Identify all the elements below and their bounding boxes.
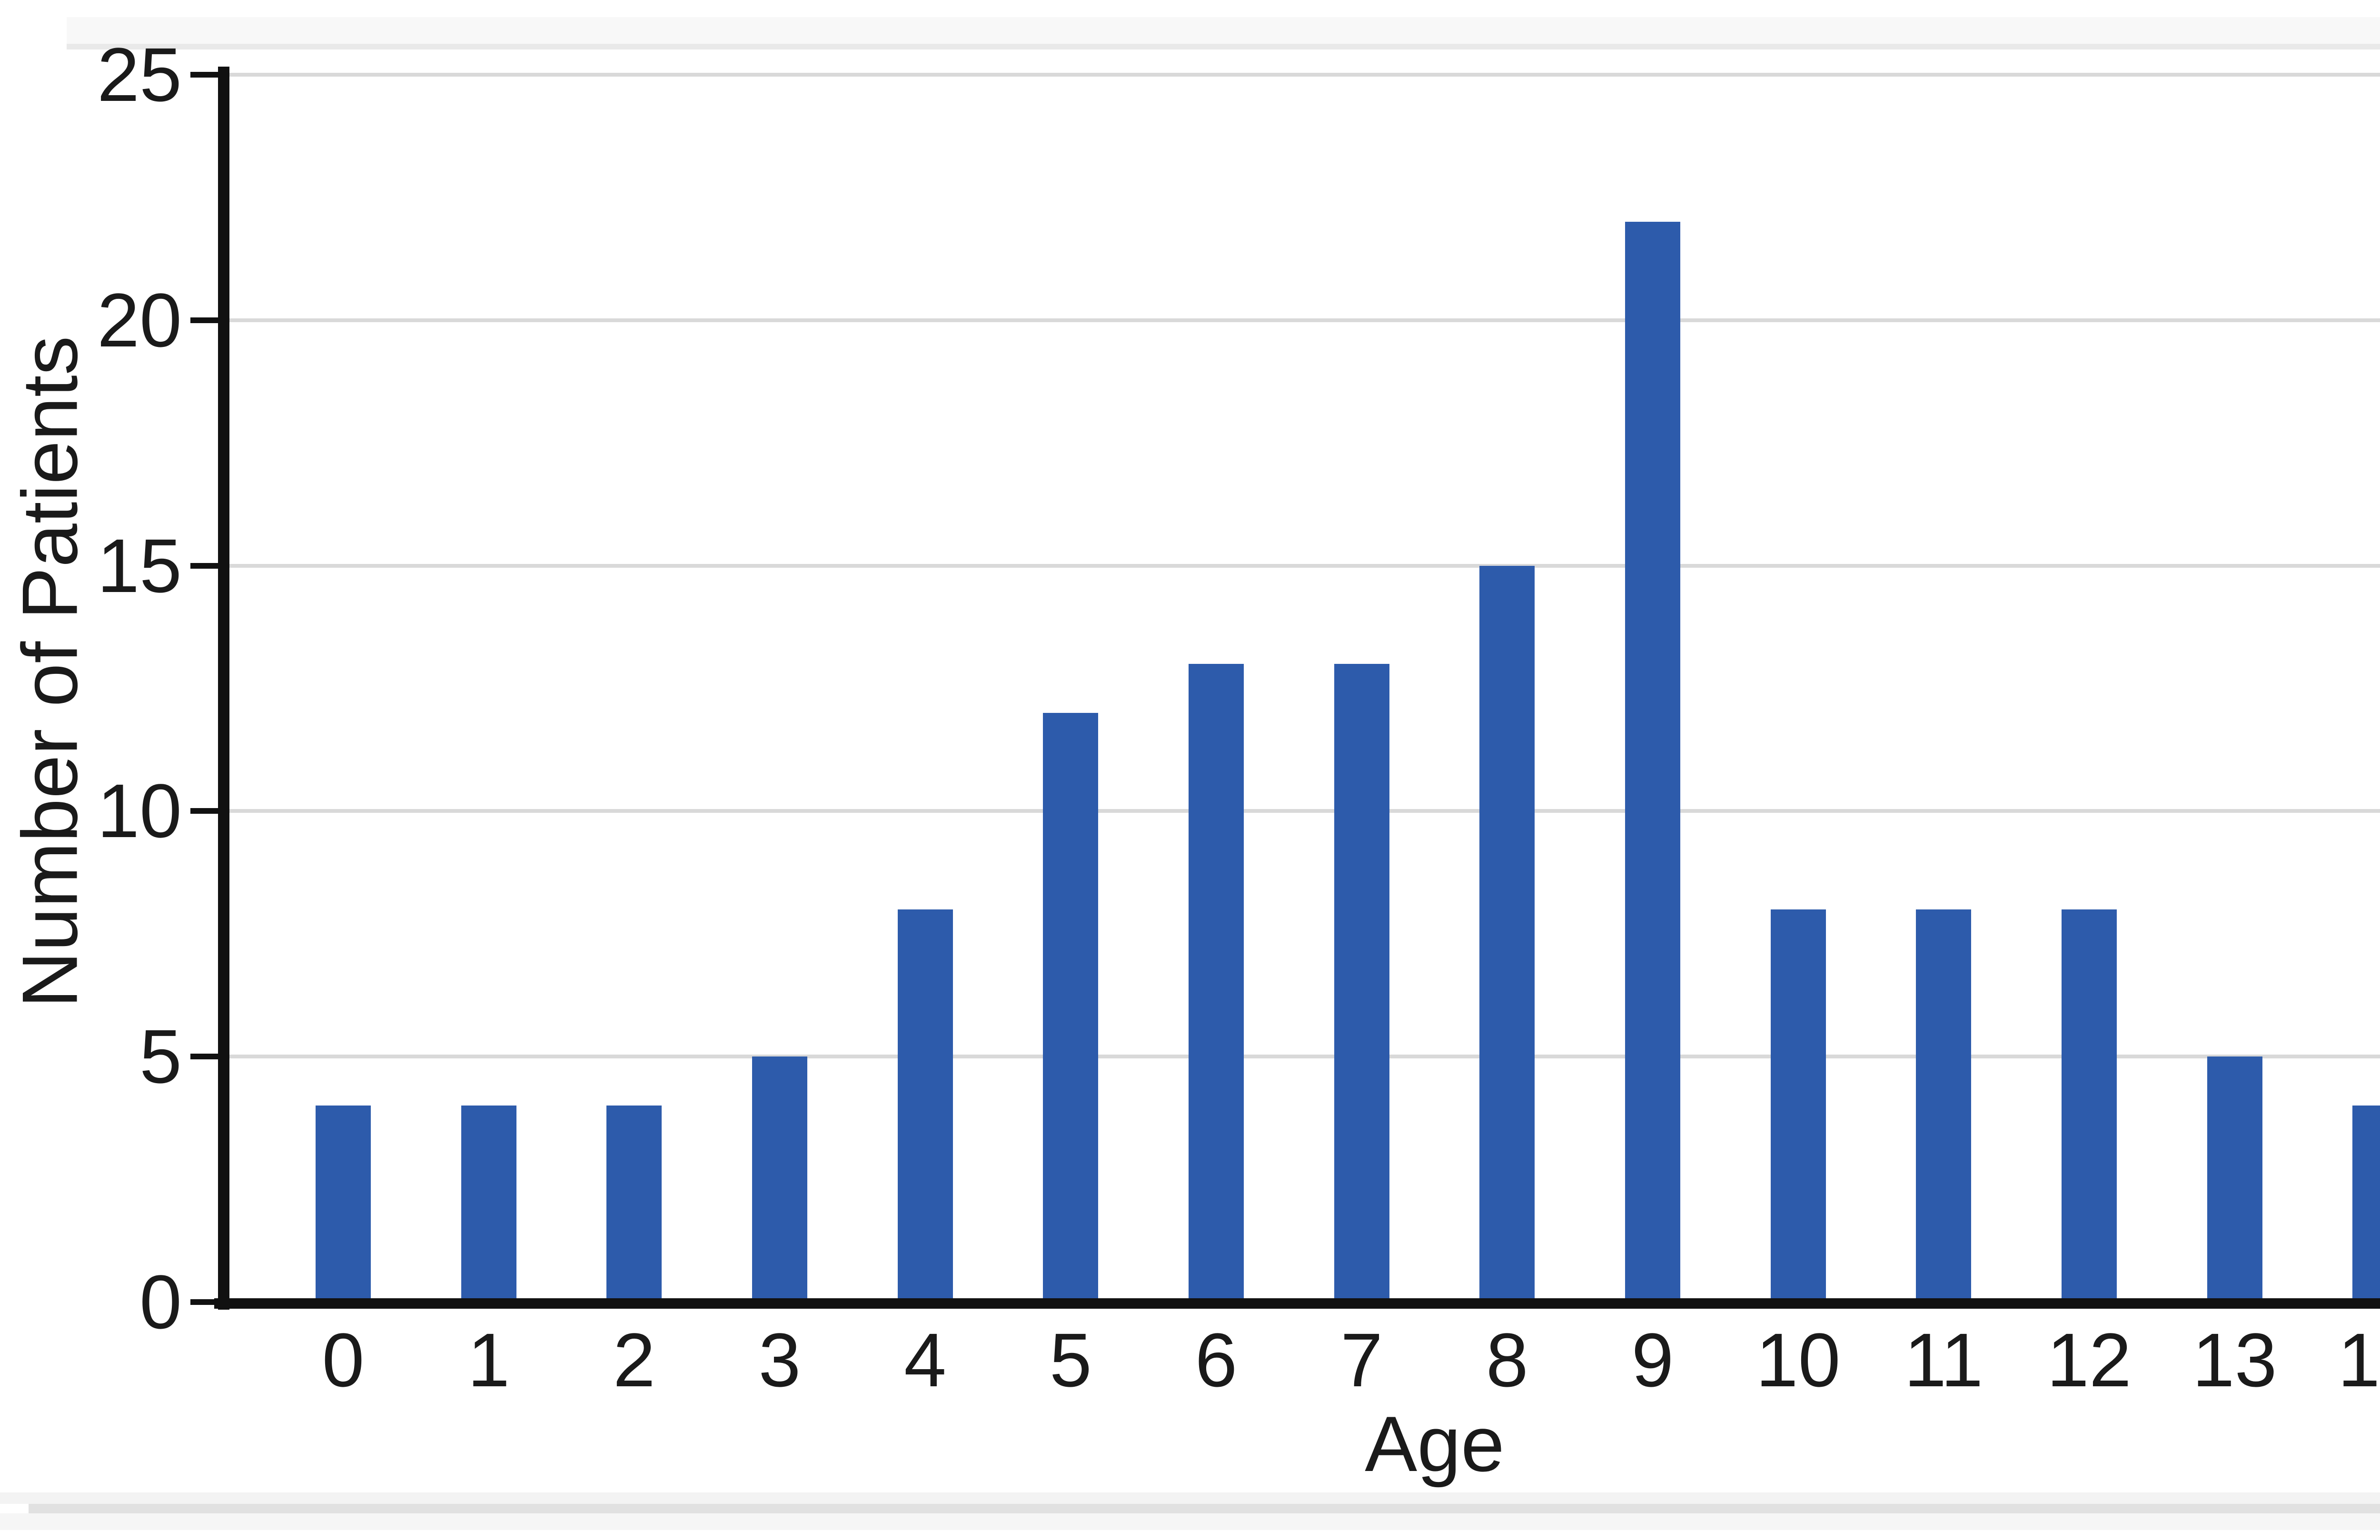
y-tick-label-25: 25: [97, 32, 182, 117]
x-tick-label-12: 12: [2046, 1317, 2132, 1402]
bar-age-2: [606, 1106, 662, 1302]
y-tick-label-5: 5: [139, 1014, 182, 1099]
y-tick-mark-10: [190, 808, 218, 814]
bar-age-4: [897, 909, 953, 1302]
x-tick-label-2: 2: [613, 1317, 655, 1402]
y-tick-mark-15: [190, 563, 218, 569]
scan-artifact-bottom-band-2: [29, 1504, 2380, 1513]
scan-artifact-bottom-band-1: [0, 1492, 2380, 1504]
y-tick-mark-5: [190, 1054, 218, 1060]
gridline-y-5: [228, 1055, 2380, 1059]
bar-age-14: [2352, 1106, 2380, 1302]
x-tick-label-13: 13: [2192, 1317, 2277, 1402]
bar-age-9: [1625, 222, 1680, 1302]
y-tick-mark-20: [190, 317, 218, 323]
scan-artifact-top-band: [67, 17, 2380, 49]
y-axis-line: [218, 67, 229, 1310]
gridline-y-25: [228, 73, 2380, 77]
bar-age-5: [1043, 713, 1099, 1302]
bar-age-6: [1188, 663, 1244, 1302]
x-tick-label-0: 0: [322, 1317, 365, 1402]
x-tick-label-9: 9: [1631, 1317, 1674, 1402]
x-axis-line: [214, 1298, 2380, 1309]
x-axis-title: Age: [1365, 1400, 1505, 1488]
bar-age-7: [1334, 663, 1389, 1302]
y-tick-label-20: 20: [97, 277, 182, 363]
bar-age-10: [1770, 909, 1826, 1302]
bar-age-1: [461, 1106, 516, 1302]
bar-age-11: [1916, 909, 1972, 1302]
gridline-y-15: [228, 563, 2380, 568]
y-tick-label-15: 15: [97, 523, 182, 608]
gridline-y-20: [228, 318, 2380, 322]
x-tick-label-3: 3: [758, 1317, 801, 1402]
bar-age-3: [752, 1056, 807, 1302]
x-tick-label-8: 8: [1486, 1317, 1528, 1402]
y-tick-mark-25: [190, 72, 218, 78]
x-tick-label-1: 1: [467, 1317, 510, 1402]
y-tick-mark-0: [190, 1299, 218, 1305]
plot-area: [228, 73, 2380, 1302]
x-tick-label-11: 11: [1904, 1317, 1983, 1402]
y-tick-label-10: 10: [97, 768, 182, 854]
x-tick-label-7: 7: [1340, 1317, 1383, 1402]
x-tick-label-14: 14: [2338, 1317, 2380, 1402]
x-tick-label-6: 6: [1195, 1317, 1238, 1402]
scan-artifact-bottom-band-3: [0, 1513, 2380, 1530]
bar-age-8: [1479, 565, 1535, 1302]
x-tick-label-4: 4: [904, 1317, 947, 1402]
bar-age-13: [2207, 1056, 2262, 1302]
gridline-y-10: [228, 809, 2380, 813]
y-axis-title: Number of Patients: [6, 336, 94, 1008]
x-tick-label-10: 10: [1755, 1317, 1841, 1402]
x-tick-label-5: 5: [1049, 1317, 1092, 1402]
bar-age-12: [2061, 909, 2117, 1302]
y-tick-label-0: 0: [139, 1259, 182, 1344]
bar-age-0: [316, 1106, 371, 1302]
